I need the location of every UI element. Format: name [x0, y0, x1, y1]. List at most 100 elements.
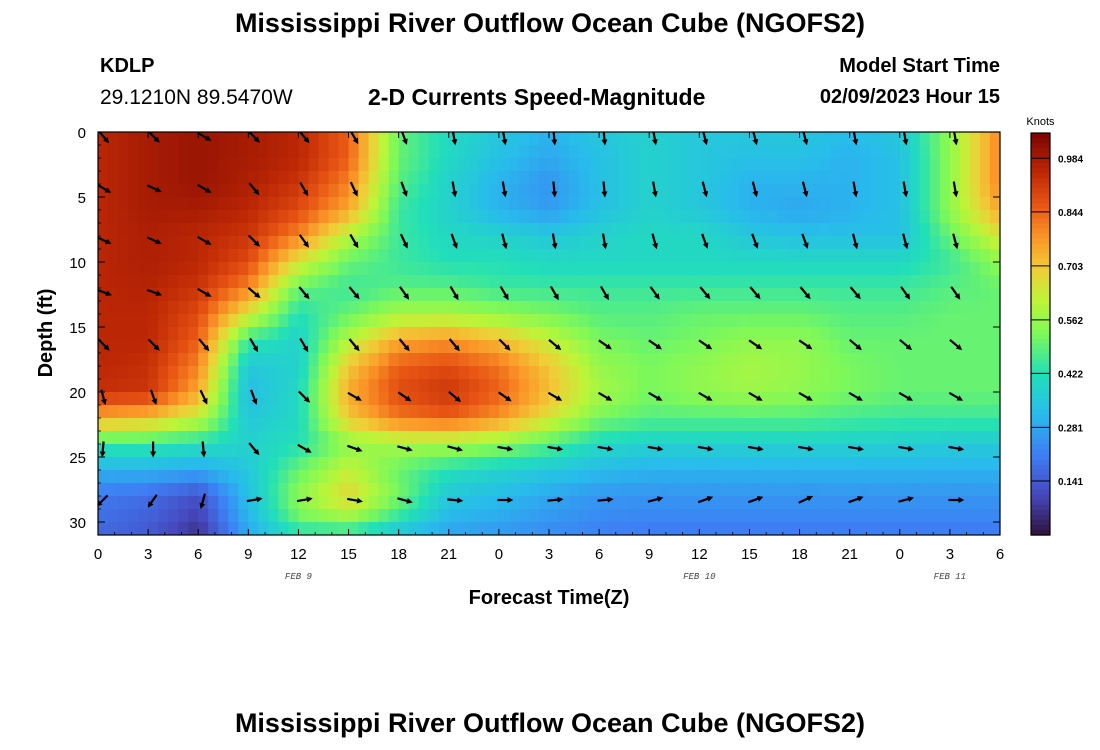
heatmap-cell [599, 301, 610, 315]
heatmap-cell [328, 249, 340, 263]
heatmap-cell [128, 314, 139, 328]
heatmap-cell [188, 301, 199, 315]
heatmap-cell [178, 509, 189, 523]
heatmap-cell [739, 366, 751, 380]
heatmap-cell [609, 301, 620, 315]
heatmap-cell [108, 236, 119, 250]
current-vector [198, 338, 210, 352]
current-vector [247, 234, 261, 247]
heatmap-cell [408, 392, 420, 406]
date-label: FEB 10 [683, 572, 716, 582]
heatmap-cell [298, 301, 310, 315]
heatmap-cell [518, 327, 530, 341]
heatmap-cell [148, 405, 159, 419]
heatmap-cell [789, 509, 801, 523]
heatmap-cell [298, 470, 310, 484]
heatmap-cell [809, 483, 821, 497]
heatmap-cell [528, 379, 540, 393]
heatmap-cell [719, 353, 730, 367]
heatmap-cell [218, 132, 229, 146]
heatmap-cell [589, 275, 600, 289]
heatmap-cell [538, 340, 550, 354]
heatmap-cell [789, 340, 801, 354]
heatmap-cell [258, 418, 269, 432]
heatmap-cell [288, 405, 300, 419]
heatmap-cell [498, 223, 510, 237]
heatmap-cell [228, 418, 239, 432]
heatmap-cell [358, 132, 370, 146]
heatmap-cell [669, 340, 680, 354]
heatmap-cell [679, 457, 690, 471]
heatmap-cell [619, 314, 630, 328]
heatmap-cell [448, 457, 460, 471]
heatmap-cell [518, 470, 530, 484]
current-vector [497, 391, 512, 402]
heatmap-cell [268, 197, 279, 211]
heatmap-cell [208, 353, 219, 367]
heatmap-cell [118, 483, 129, 497]
heatmap-cell [488, 470, 500, 484]
heatmap-cell [288, 275, 300, 289]
heatmap-cell [228, 340, 239, 354]
heatmap-cell [869, 418, 881, 432]
heatmap-cell [909, 431, 921, 445]
heatmap-cell [909, 327, 921, 341]
heatmap-cell [669, 171, 680, 185]
heatmap-cell [178, 236, 189, 250]
heatmap-cell [799, 418, 811, 432]
current-vector [299, 181, 309, 197]
heatmap-cell [198, 223, 209, 237]
heatmap-cell [939, 470, 951, 484]
heatmap-cell [649, 327, 660, 341]
heatmap-cell [218, 288, 229, 302]
heatmap-cell [619, 496, 630, 510]
heatmap-cell [178, 444, 189, 458]
heatmap-cell [749, 418, 761, 432]
heatmap-cell [659, 457, 670, 471]
heatmap-cell [709, 132, 720, 146]
heatmap-cell [98, 314, 109, 328]
heatmap-cell [739, 496, 751, 510]
heatmap-cell [849, 145, 861, 159]
heatmap-cell [759, 509, 771, 523]
heatmap-cell [258, 171, 269, 185]
heatmap-cell [308, 483, 320, 497]
heatmap-cell [388, 288, 400, 302]
heatmap-cell [328, 509, 340, 523]
heatmap-cell [248, 171, 259, 185]
heatmap-cell [458, 288, 470, 302]
heatmap-cell [659, 275, 670, 289]
heatmap-cell [108, 184, 119, 198]
heatmap-cell [739, 236, 751, 250]
heatmap-cell [118, 171, 129, 185]
heatmap-cell [318, 509, 330, 523]
heatmap-cell [959, 366, 971, 380]
heatmap-cell [799, 366, 811, 380]
heatmap-cell [589, 262, 600, 276]
colorbar-segment [1031, 143, 1050, 149]
heatmap-cell [739, 457, 751, 471]
heatmap-cell [198, 314, 209, 328]
heatmap-cell [629, 366, 640, 380]
heatmap-cell [198, 145, 209, 159]
heatmap-cell [328, 379, 340, 393]
heatmap-cell [238, 275, 249, 289]
heatmap-cell [609, 327, 620, 341]
heatmap-cell [358, 392, 370, 406]
heatmap-cell [569, 262, 580, 276]
heatmap-cell [468, 418, 480, 432]
heatmap-cell [889, 496, 901, 510]
heatmap-cell [559, 496, 570, 510]
colorbar-segment [1031, 148, 1050, 154]
colorbar-segment [1031, 263, 1050, 270]
heatmap-cell [238, 509, 249, 523]
heatmap-cell [318, 158, 330, 172]
heatmap-cell [368, 275, 380, 289]
heatmap-cell [609, 405, 620, 419]
heatmap-cell [218, 301, 229, 315]
heatmap-cell [799, 145, 811, 159]
heatmap-cell [859, 210, 871, 224]
heatmap-cell [599, 496, 610, 510]
heatmap-cell [478, 210, 490, 224]
heatmap-cell [128, 470, 139, 484]
